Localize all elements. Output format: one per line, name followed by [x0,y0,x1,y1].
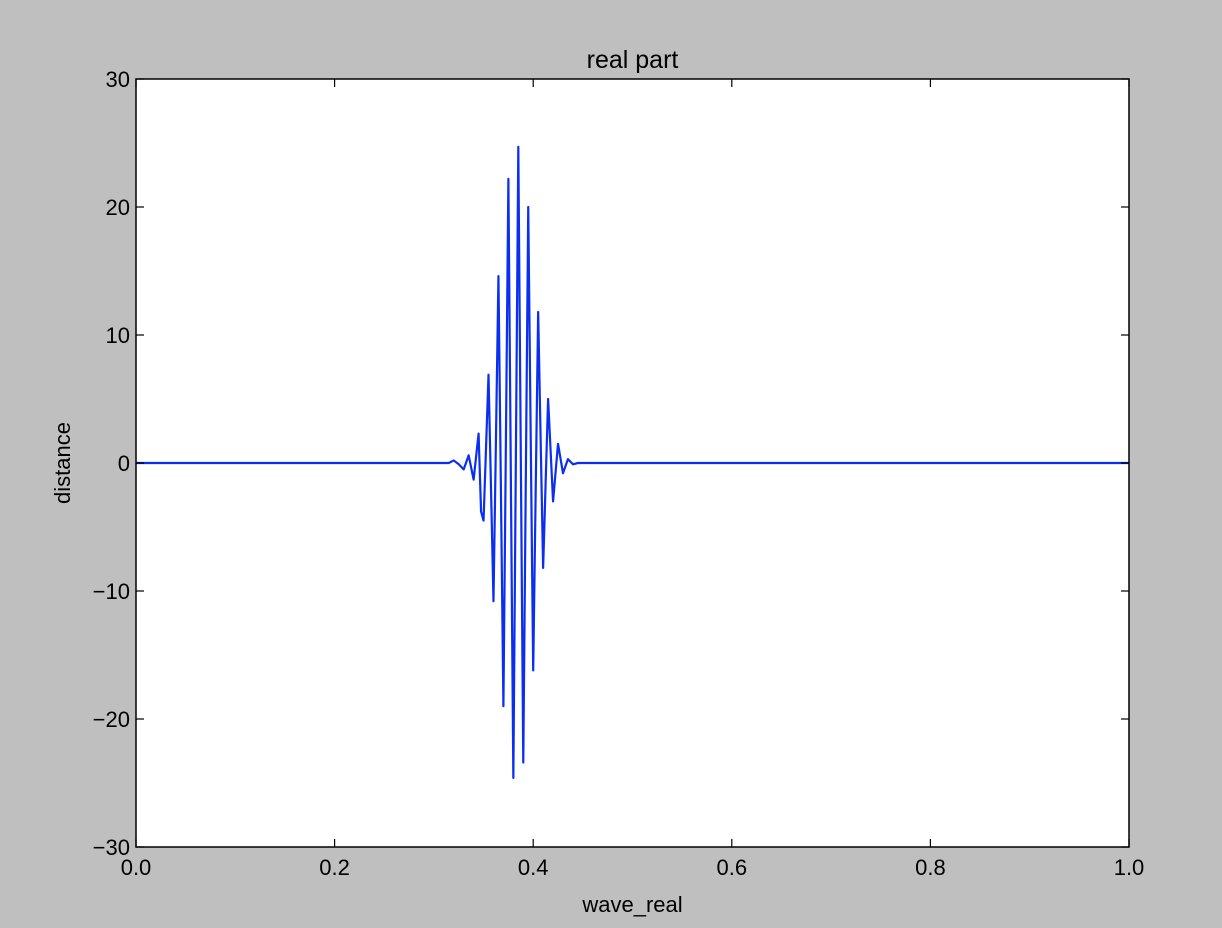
series-layer [136,145,1129,779]
y-axis: −30 −20 −10 0 10 20 30 [93,67,1129,860]
y-axis-label: distance [50,422,75,504]
x-axis: 0.0 0.2 0.4 0.6 0.8 1.0 [121,79,1145,880]
y-tick-label: −10 [93,579,130,604]
y-tick-label: −30 [93,835,130,860]
x-axis-label: wave_real [581,892,682,917]
x-tick-label: 0.6 [717,855,748,880]
series-line [136,145,1129,779]
x-tick-label: 0.2 [319,855,350,880]
x-tick-label: 1.0 [1114,855,1145,880]
chart-title: real part [587,46,679,74]
y-tick-label: 0 [118,451,130,476]
x-tick-label: 0.4 [518,855,549,880]
x-tick-label: 0.0 [121,855,152,880]
y-tick-label: 30 [106,67,130,92]
y-tick-label: 10 [106,323,130,348]
y-tick-label: 20 [106,195,130,220]
y-tick-label: −20 [93,707,130,732]
x-tick-label: 0.8 [915,855,946,880]
